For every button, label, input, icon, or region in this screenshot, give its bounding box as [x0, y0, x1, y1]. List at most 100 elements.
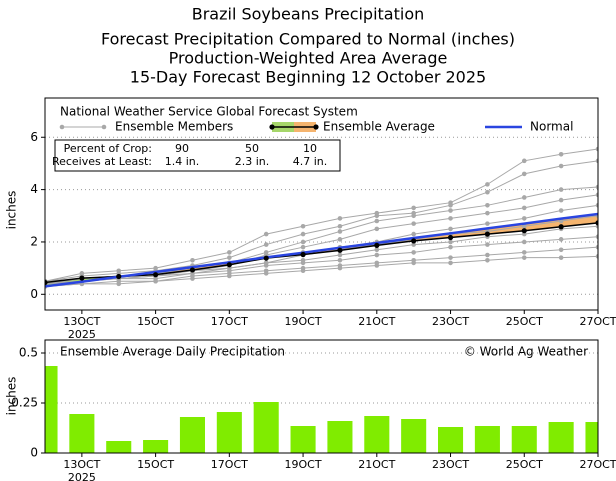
plot-area: [45, 136, 598, 295]
member-point: [337, 257, 343, 263]
member-point: [190, 257, 195, 263]
x-tick-label: 25OCT: [506, 458, 543, 471]
member-point: [448, 239, 453, 245]
average-point: [300, 251, 306, 258]
legend-label: Normal: [530, 120, 573, 134]
member-point: [153, 278, 158, 284]
bar: [585, 422, 598, 453]
x-tick-sublabel: 2025: [68, 471, 96, 481]
axes: 0 2 4 6 13OCT 15OCT 17OCT 19OCT 21OCT 23OCT 25OCT 2…: [11, 97, 616, 481]
member-point: [595, 234, 598, 240]
member-point: [300, 231, 306, 237]
member-point: [300, 223, 306, 229]
y-axis-label: inches: [5, 377, 19, 416]
average-point: [595, 220, 598, 226]
plot-frame: [44, 339, 599, 454]
legend-label: Ensemble Members: [115, 120, 233, 134]
member-point: [521, 250, 527, 255]
member-point: [374, 226, 380, 232]
y-tick-label: 0.25: [11, 396, 38, 410]
member-point: [227, 255, 232, 260]
member-line: [45, 148, 598, 282]
x-tick-label: 23OCT: [432, 458, 469, 471]
member-point: [521, 216, 527, 221]
average-point: [558, 224, 564, 230]
x-tick-label: 21OCT: [358, 458, 395, 471]
crop-table-header: Percent of Crop:: [64, 142, 152, 155]
member-point: [227, 250, 232, 255]
member-line: [45, 194, 598, 282]
member-point: [116, 281, 122, 287]
bar: [253, 402, 279, 453]
legend-label: Ensemble Average: [323, 120, 435, 134]
member-line: [45, 255, 598, 287]
average-point: [189, 267, 196, 273]
y-tick-label: 6: [30, 130, 38, 144]
member-point: [374, 247, 380, 253]
bar: [143, 440, 169, 453]
x-tick-label: 13OCT: [63, 315, 100, 328]
x-tick-label: 15OCT: [137, 458, 174, 471]
member-point: [485, 203, 490, 208]
member-point: [190, 276, 195, 281]
legend-swatch: [59, 124, 65, 130]
member-point: [448, 244, 453, 250]
crop-percent: 10: [303, 142, 317, 155]
member-line: [45, 246, 598, 287]
member-point: [337, 223, 343, 229]
member-point: [485, 221, 490, 226]
bar: [437, 427, 464, 453]
plot-area: [45, 352, 598, 453]
member-point: [374, 252, 380, 258]
crop-table-box: [54, 139, 341, 172]
member-point: [337, 237, 343, 242]
y-tick-label: 0.5: [19, 346, 38, 360]
y-tick-label: 4: [30, 182, 38, 196]
crop-amount: 4.7 in.: [293, 155, 328, 168]
x-tick-label: 19OCT: [285, 315, 322, 328]
member-point: [227, 273, 232, 279]
average-point: [411, 238, 417, 244]
bar: [548, 422, 574, 453]
member-point: [521, 195, 527, 200]
member-point: [300, 268, 306, 274]
member-point: [558, 255, 564, 260]
member-point: [337, 252, 343, 258]
legend-swatch: [269, 124, 275, 130]
bar: [179, 417, 206, 453]
crop-amount: 1.4 in.: [165, 155, 200, 168]
bar: [327, 421, 353, 453]
member-point: [521, 223, 527, 229]
member-point: [448, 203, 453, 208]
bar: [474, 426, 500, 453]
bar: [290, 426, 316, 453]
average-point: [337, 247, 343, 253]
x-tick-label: 17OCT: [211, 458, 248, 471]
member-point: [374, 218, 380, 224]
member-point: [263, 242, 269, 247]
member-point: [521, 158, 527, 164]
bar: [401, 419, 427, 453]
member-point: [558, 187, 564, 192]
member-point: [595, 244, 598, 250]
member-point: [263, 231, 269, 237]
bar: [69, 414, 95, 453]
member-point: [558, 151, 564, 157]
average-point: [226, 262, 232, 268]
x-tick-label: 19OCT: [285, 458, 322, 471]
x-tick-label: 13OCT: [63, 458, 100, 471]
member-point: [485, 189, 490, 195]
annotation: © World Ag Weather: [464, 345, 588, 359]
member-point: [521, 171, 527, 177]
member-point: [411, 260, 416, 266]
member-point: [485, 257, 490, 263]
y-tick-label: 2: [30, 234, 38, 248]
average-point: [153, 272, 159, 278]
member-point: [485, 252, 490, 258]
member-point: [337, 229, 343, 234]
member-point: [595, 192, 598, 198]
member-line: [45, 225, 598, 285]
bar: [364, 416, 390, 453]
average-point: [116, 273, 122, 280]
legend-swatch: [101, 124, 107, 130]
